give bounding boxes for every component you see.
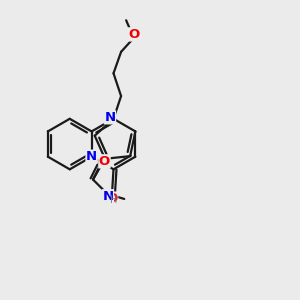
Text: O: O	[128, 28, 139, 41]
Text: O: O	[99, 155, 110, 168]
Text: N: N	[102, 190, 113, 203]
Text: N: N	[104, 111, 116, 124]
Text: N: N	[86, 150, 97, 163]
Text: O: O	[106, 192, 118, 205]
Text: H: H	[110, 195, 118, 206]
